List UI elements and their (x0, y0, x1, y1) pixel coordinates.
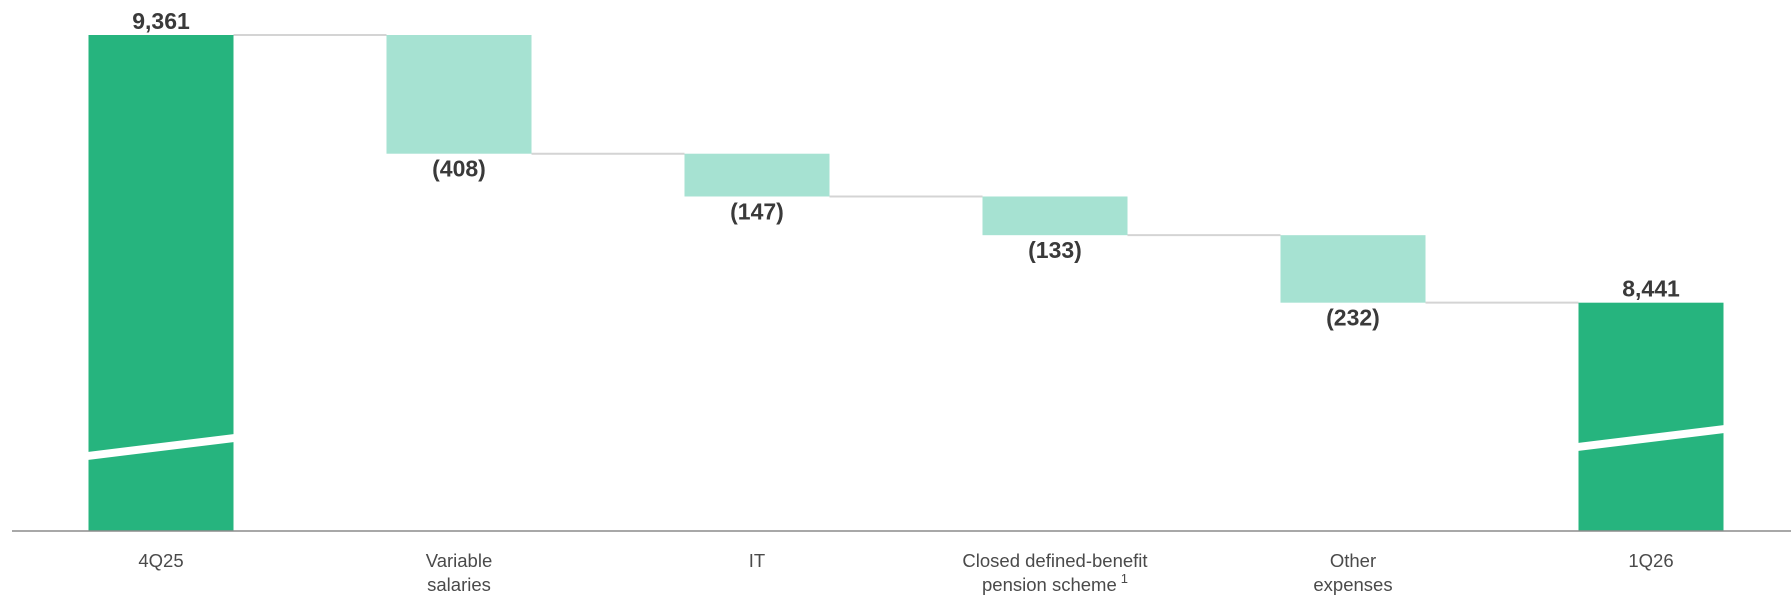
total-value-label: 9,361 (132, 8, 190, 34)
category-label: expenses (1313, 574, 1392, 595)
delta-value-label: (133) (1028, 237, 1082, 263)
delta-value-label: (408) (432, 156, 486, 182)
axis-break-mark (87, 434, 235, 460)
axis-break-mark (1577, 425, 1725, 451)
footnote-marker: 1 (1121, 571, 1128, 586)
delta-value-label: (147) (730, 198, 784, 224)
value-labels: 9,361 (408) (147) (133) (232) 8,441 (132, 8, 1680, 331)
category-labels: 4Q25 Variable salaries IT Closed defined-ben… (138, 550, 1673, 595)
bar-delta (684, 153, 830, 197)
bars (88, 35, 1724, 531)
bar-delta (982, 196, 1128, 236)
category-label: Other (1330, 550, 1376, 571)
bar-delta (386, 35, 532, 154)
category-label: IT (749, 550, 765, 571)
category-label: Variable (426, 550, 493, 571)
category-label: 1Q26 (1628, 550, 1673, 571)
category-label: pension scheme 1 (982, 571, 1128, 595)
category-label: salaries (427, 574, 491, 595)
category-label: Closed defined-benefit (962, 550, 1147, 571)
axis-break-marks (87, 425, 1725, 460)
bar-delta (1280, 235, 1426, 303)
bar-total (1578, 302, 1724, 531)
category-label: 4Q25 (138, 550, 183, 571)
delta-value-label: (232) (1326, 305, 1380, 331)
connector-lines (233, 34, 1579, 304)
total-value-label: 8,441 (1622, 276, 1680, 302)
